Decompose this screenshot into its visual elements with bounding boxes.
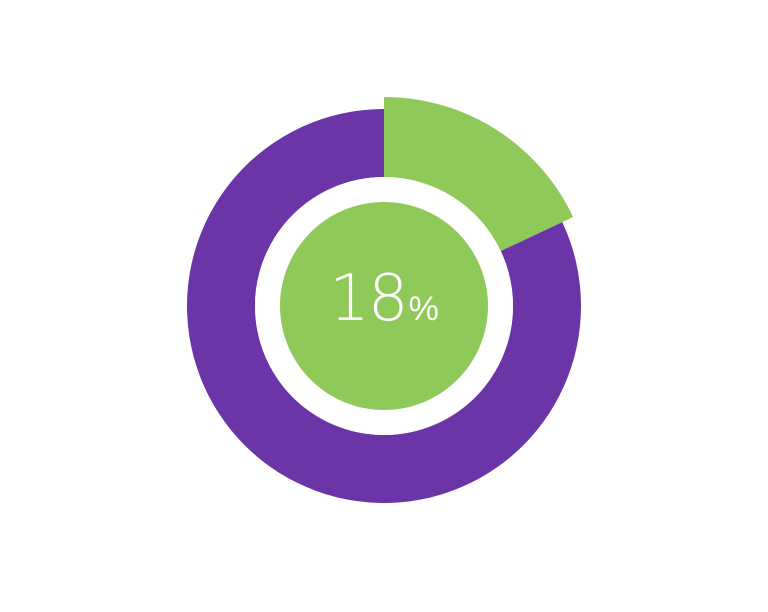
center-label: 18%: [0, 262, 768, 336]
center-disc: [280, 202, 488, 410]
highlight-slice: [384, 97, 574, 252]
percentage-value: 18: [329, 262, 408, 336]
percentage-unit: %: [408, 290, 439, 328]
remainder-slice: [186, 109, 581, 504]
